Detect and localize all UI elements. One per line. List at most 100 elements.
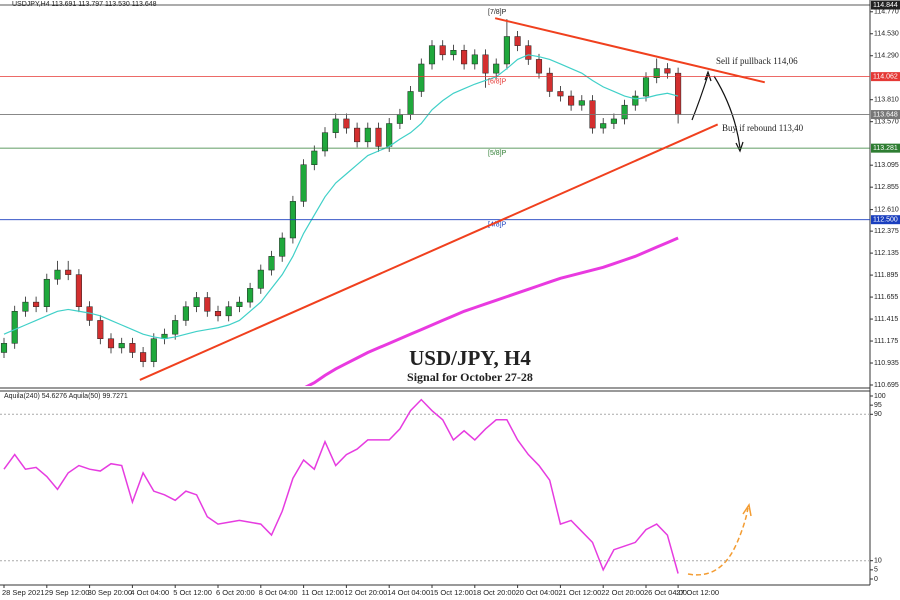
candle-body	[182, 306, 189, 321]
y-tick-label: 110.695	[874, 382, 899, 389]
candle-body	[204, 297, 211, 312]
candle-body	[354, 127, 361, 143]
y-tick-label: 5	[874, 567, 878, 574]
candle-body	[172, 320, 179, 335]
price-tag	[871, 215, 900, 225]
candle-body	[107, 338, 115, 349]
candle-body	[450, 49, 457, 56]
candle-body	[642, 77, 650, 97]
candle-body	[150, 338, 157, 362]
candle-body	[407, 91, 414, 115]
price-tag	[871, 0, 900, 10]
trendline	[139, 123, 719, 381]
candle-body	[439, 45, 446, 56]
x-tick-label: 8 Oct 04:00	[259, 588, 298, 597]
chart-title: USD/JPY, H4	[409, 346, 531, 370]
candle-body	[514, 36, 521, 46]
y-tick-label: 100	[874, 393, 886, 400]
indicator-header: Aquila(240) 54.6276 Aquila(50) 99.7271	[4, 393, 128, 400]
candle-body	[279, 237, 286, 257]
candle-body	[428, 45, 436, 65]
y-tick-label: 111.175	[874, 338, 898, 345]
candle-body	[610, 118, 617, 124]
price-tag	[871, 72, 900, 82]
arrow	[713, 75, 741, 149]
moving-average	[304, 236, 679, 386]
x-tick-label: 18 Oct 20:00	[473, 588, 516, 597]
y-tick-label: 10	[874, 558, 882, 565]
y-tick-label: 114.770	[874, 9, 899, 16]
candle-body	[493, 63, 500, 74]
candle-body	[332, 118, 339, 133]
y-tick-label: 114.530	[874, 31, 899, 38]
x-tick-label: 14 Oct 04:00	[387, 588, 430, 597]
x-tick-label: 5 Oct 12:00	[173, 588, 212, 597]
y-tick-label: 113.570	[874, 119, 899, 126]
x-tick-label: 27 Oct 12:00	[676, 588, 719, 597]
candle-body	[471, 54, 478, 65]
candle-body	[364, 127, 371, 143]
x-tick-label: 21 Oct 12:00	[558, 588, 601, 597]
candle-body	[22, 301, 29, 312]
price-tag	[871, 143, 900, 153]
candle-body	[236, 301, 243, 307]
level-tag: [7/8]P	[488, 9, 507, 16]
x-tick-label: 6 Oct 20:00	[216, 588, 255, 597]
candle-body	[321, 132, 329, 152]
x-tick-label: 11 Oct 12:00	[302, 588, 344, 597]
candle-body	[653, 68, 660, 78]
candle-body	[632, 95, 639, 106]
annotation: Buy if rebound 113,40	[722, 123, 804, 133]
candle-body	[600, 123, 607, 129]
annotation: Sell if pullback 114,06	[716, 56, 798, 66]
candle-body	[0, 343, 8, 353]
x-tick-label: 12 Oct 20:00	[344, 588, 387, 597]
y-tick-label: 111.415	[874, 316, 898, 323]
level-tag: [4/8]P	[488, 222, 507, 229]
candle-body	[97, 320, 104, 339]
x-tick-label: 22 Oct 20:00	[601, 588, 644, 597]
candle-body	[482, 54, 489, 74]
projection-arrow	[687, 507, 749, 576]
candle-body	[193, 297, 200, 307]
x-tick-label: 30 Sep 20:00	[88, 588, 133, 597]
price-tag-label: 113.281	[873, 145, 898, 152]
price-tag-label: 113.648	[873, 111, 898, 118]
candle-body	[664, 68, 671, 74]
candle-body	[386, 123, 393, 147]
x-tick-label: 29 Sep 12:00	[45, 588, 90, 597]
candle-body	[300, 164, 307, 202]
candle-body	[396, 114, 403, 124]
candle-body	[118, 343, 125, 349]
y-tick-label: 0	[874, 576, 878, 583]
x-tick-label: 20 Oct 04:00	[516, 588, 559, 597]
trendline	[494, 17, 766, 84]
y-tick-label: 112.855	[874, 184, 899, 191]
x-tick-label: 4 Oct 04:00	[130, 588, 169, 597]
candle-body	[621, 104, 628, 120]
candle-body	[568, 95, 575, 106]
arrow-head	[742, 503, 752, 517]
y-tick-label: 111.895	[874, 272, 898, 279]
candle-body	[557, 91, 564, 97]
candle-body	[65, 269, 72, 275]
candle-body	[311, 150, 318, 165]
y-tick-label: 95	[874, 402, 882, 409]
candle-body	[418, 63, 425, 92]
arrow-head	[704, 70, 712, 82]
candle-body	[11, 311, 18, 344]
chart-subtitle: Signal for October 27-28	[407, 370, 533, 384]
price-tag	[871, 110, 900, 120]
price-tag-label: 112.500	[873, 217, 898, 224]
candle-body	[375, 127, 382, 147]
candle-body	[225, 306, 232, 317]
price-tag-label: 114.844	[873, 2, 898, 9]
candle-body	[214, 311, 222, 317]
x-tick-label: 26 Oct 04:00	[644, 588, 687, 597]
candle-body	[140, 352, 147, 362]
candle-body	[33, 301, 40, 307]
moving-average	[3, 54, 679, 340]
x-tick-label: 28 Sep 2021	[2, 588, 45, 597]
